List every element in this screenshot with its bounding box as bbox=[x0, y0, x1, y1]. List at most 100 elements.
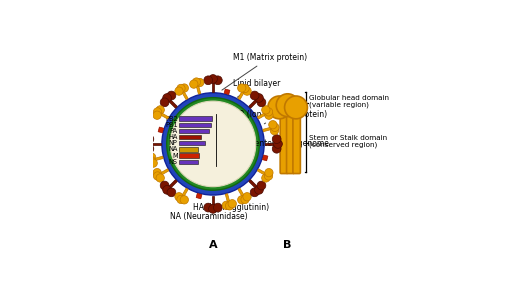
Circle shape bbox=[167, 188, 176, 197]
Circle shape bbox=[250, 91, 259, 100]
Text: M2 (Ion channel protein): M2 (Ion channel protein) bbox=[233, 110, 327, 124]
Circle shape bbox=[208, 205, 218, 213]
Circle shape bbox=[225, 202, 234, 210]
Circle shape bbox=[160, 98, 169, 107]
Circle shape bbox=[167, 91, 176, 100]
FancyBboxPatch shape bbox=[287, 112, 294, 174]
Circle shape bbox=[264, 172, 273, 180]
Circle shape bbox=[265, 111, 273, 119]
Polygon shape bbox=[224, 89, 230, 95]
Circle shape bbox=[180, 196, 188, 204]
Circle shape bbox=[243, 193, 251, 201]
Polygon shape bbox=[181, 188, 188, 199]
Circle shape bbox=[272, 135, 281, 143]
Ellipse shape bbox=[162, 93, 264, 195]
Text: HA: HA bbox=[168, 134, 178, 140]
Polygon shape bbox=[225, 194, 230, 205]
Polygon shape bbox=[150, 142, 161, 145]
Circle shape bbox=[214, 76, 222, 85]
Circle shape bbox=[264, 108, 273, 116]
Circle shape bbox=[272, 144, 281, 153]
Bar bbox=[179, 117, 212, 121]
Circle shape bbox=[254, 93, 263, 102]
Circle shape bbox=[175, 87, 183, 95]
Polygon shape bbox=[158, 111, 169, 119]
Circle shape bbox=[177, 84, 185, 93]
Circle shape bbox=[265, 168, 273, 177]
Circle shape bbox=[153, 168, 161, 177]
Circle shape bbox=[177, 195, 185, 203]
Circle shape bbox=[257, 181, 266, 190]
Polygon shape bbox=[167, 98, 177, 108]
Text: M1 (Matrix protein): M1 (Matrix protein) bbox=[222, 53, 307, 90]
Circle shape bbox=[257, 98, 266, 107]
Circle shape bbox=[214, 203, 222, 212]
Text: M: M bbox=[172, 152, 178, 158]
Circle shape bbox=[241, 84, 249, 93]
Text: Globular head domain: Globular head domain bbox=[309, 95, 389, 101]
Circle shape bbox=[271, 123, 279, 131]
Text: PB1: PB1 bbox=[165, 122, 178, 128]
Polygon shape bbox=[263, 155, 268, 161]
Bar bbox=[179, 147, 198, 152]
Text: NS: NS bbox=[168, 159, 178, 165]
Polygon shape bbox=[158, 169, 169, 176]
Circle shape bbox=[285, 96, 307, 119]
Circle shape bbox=[228, 200, 237, 208]
Circle shape bbox=[147, 153, 156, 161]
Circle shape bbox=[270, 127, 279, 135]
Circle shape bbox=[262, 106, 270, 114]
Circle shape bbox=[160, 181, 169, 190]
Circle shape bbox=[276, 94, 299, 117]
Polygon shape bbox=[152, 156, 163, 161]
Circle shape bbox=[144, 140, 153, 148]
Text: PA: PA bbox=[169, 128, 178, 134]
Circle shape bbox=[222, 201, 230, 209]
FancyBboxPatch shape bbox=[280, 112, 288, 174]
Circle shape bbox=[241, 195, 249, 203]
Polygon shape bbox=[167, 180, 177, 190]
Circle shape bbox=[154, 108, 162, 116]
Circle shape bbox=[154, 172, 162, 180]
Circle shape bbox=[189, 80, 198, 88]
Polygon shape bbox=[263, 127, 274, 132]
Circle shape bbox=[204, 76, 212, 85]
Circle shape bbox=[163, 93, 172, 102]
Circle shape bbox=[254, 186, 263, 194]
Circle shape bbox=[268, 96, 291, 119]
Text: A: A bbox=[209, 240, 217, 250]
Bar bbox=[179, 129, 209, 133]
Circle shape bbox=[153, 111, 161, 119]
Circle shape bbox=[156, 106, 164, 114]
Polygon shape bbox=[249, 180, 259, 190]
Circle shape bbox=[175, 193, 183, 201]
Circle shape bbox=[250, 188, 259, 197]
Circle shape bbox=[145, 144, 154, 153]
Circle shape bbox=[149, 159, 157, 167]
Text: (conserved region): (conserved region) bbox=[309, 141, 377, 148]
Text: NA: NA bbox=[168, 146, 178, 152]
Bar bbox=[179, 153, 199, 158]
Polygon shape bbox=[257, 169, 268, 176]
Text: NP: NP bbox=[169, 140, 178, 146]
Circle shape bbox=[163, 186, 172, 194]
Circle shape bbox=[238, 196, 246, 204]
Bar bbox=[179, 160, 198, 164]
Polygon shape bbox=[211, 80, 215, 92]
Text: Stem or Stalk domain: Stem or Stalk domain bbox=[309, 135, 387, 141]
Polygon shape bbox=[238, 188, 245, 199]
Circle shape bbox=[196, 78, 204, 87]
Bar bbox=[179, 141, 205, 145]
Text: NA (Neuraminidase): NA (Neuraminidase) bbox=[170, 212, 247, 221]
Polygon shape bbox=[211, 196, 215, 207]
Circle shape bbox=[243, 87, 251, 95]
Polygon shape bbox=[249, 98, 259, 108]
Polygon shape bbox=[238, 89, 245, 100]
Circle shape bbox=[238, 84, 246, 92]
Text: B: B bbox=[284, 240, 292, 250]
Text: Lipid bilayer: Lipid bilayer bbox=[233, 79, 280, 97]
Circle shape bbox=[156, 174, 164, 182]
Circle shape bbox=[262, 174, 270, 182]
Polygon shape bbox=[181, 89, 188, 100]
Ellipse shape bbox=[167, 98, 259, 190]
